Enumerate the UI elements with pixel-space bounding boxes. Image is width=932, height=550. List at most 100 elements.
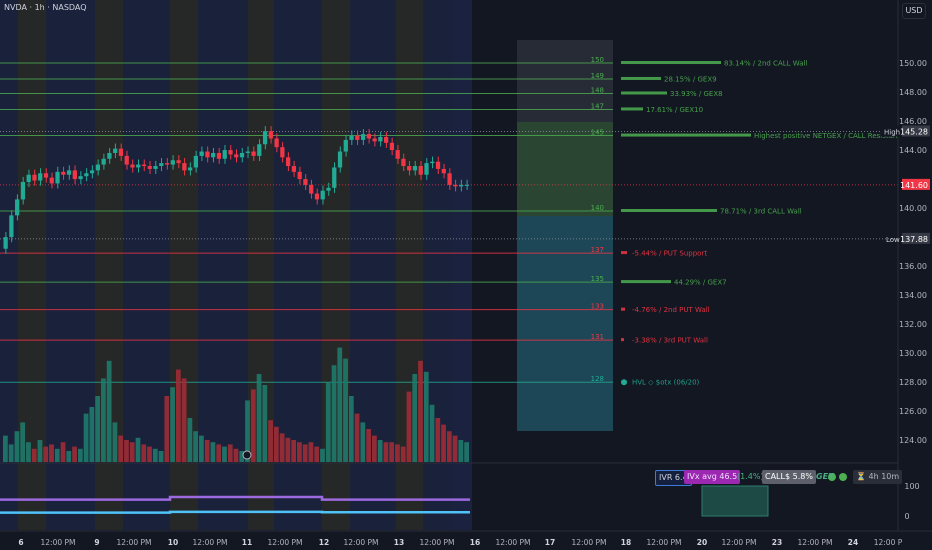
volume-bar bbox=[452, 435, 458, 462]
candle-body bbox=[435, 161, 441, 169]
candle-body bbox=[453, 184, 458, 187]
volume-bar bbox=[83, 413, 89, 462]
gex-level-strike: 145 bbox=[591, 129, 604, 137]
volume-bar bbox=[187, 418, 193, 462]
volume-bar bbox=[279, 433, 285, 462]
volume-bar bbox=[464, 442, 469, 462]
volume-bar bbox=[423, 371, 429, 462]
volume-bar bbox=[256, 374, 262, 462]
volume-bar bbox=[112, 422, 118, 462]
currency-button[interactable]: USD bbox=[902, 3, 926, 19]
volume-bar bbox=[210, 442, 216, 462]
volume-bar bbox=[72, 446, 77, 462]
volume-bar bbox=[158, 451, 164, 462]
gex-zone-put bbox=[517, 216, 613, 431]
volume-bar bbox=[54, 448, 60, 462]
volume-bar bbox=[31, 448, 37, 462]
candle-body bbox=[274, 138, 279, 148]
time-tick: 12:00 PM bbox=[344, 538, 379, 547]
price-tick: 134.00 bbox=[899, 291, 927, 300]
time-tick: 6 bbox=[18, 538, 23, 547]
candle-body bbox=[297, 171, 302, 180]
time-tick: 12:00 PM bbox=[268, 538, 303, 547]
gex-level-bar bbox=[621, 133, 751, 137]
volume-bar bbox=[199, 435, 204, 462]
time-tick: 12:00 PM bbox=[722, 538, 757, 547]
candle-body bbox=[441, 168, 446, 174]
session-band bbox=[46, 0, 75, 530]
time-tick: 24 bbox=[848, 538, 858, 547]
candle-body bbox=[182, 163, 187, 171]
high-value-bg bbox=[902, 125, 930, 137]
volume-bar bbox=[233, 448, 239, 462]
gex-level-label: -5.44% / PUT Support bbox=[632, 250, 707, 258]
last-price-value: 141.60 bbox=[900, 181, 928, 190]
gex-level-label: 28.15% / GEX9 bbox=[664, 75, 717, 83]
candle-body bbox=[309, 184, 314, 194]
volume-bar bbox=[227, 444, 233, 462]
volume-bar bbox=[101, 378, 106, 462]
candle-body bbox=[401, 158, 406, 167]
low-tag-label: Low bbox=[886, 236, 900, 244]
price-tick: 124.00 bbox=[899, 436, 927, 445]
gex-level-label: 44.29% / GEX7 bbox=[674, 279, 727, 287]
candle-body bbox=[389, 142, 395, 151]
volume-bar bbox=[95, 396, 101, 462]
gex-level-label: Highest positive NETGEX / CALL Resistanc… bbox=[754, 132, 929, 140]
dividend-marker bbox=[242, 450, 252, 460]
price-tick: 128.00 bbox=[899, 378, 927, 387]
time-tick: 12:00 PM bbox=[41, 538, 76, 547]
price-tick: 130.00 bbox=[899, 349, 927, 358]
candle-body bbox=[55, 171, 60, 184]
time-tick: 17 bbox=[545, 538, 555, 547]
price-tick: 150.00 bbox=[899, 59, 927, 68]
volume-bar bbox=[222, 446, 227, 462]
volume-bar bbox=[291, 440, 297, 462]
volume-bar bbox=[77, 448, 83, 462]
candle-body bbox=[251, 151, 256, 156]
volume-bar bbox=[20, 422, 26, 462]
volume-bar bbox=[245, 400, 250, 462]
volume-bar bbox=[360, 422, 366, 462]
candle-body bbox=[164, 163, 170, 165]
time-tick: 13 bbox=[394, 538, 404, 547]
gex-level-label: 17.61% / GEX10 bbox=[646, 106, 703, 114]
candle-body bbox=[378, 137, 383, 142]
volume-bar bbox=[239, 451, 245, 462]
candle-body bbox=[205, 151, 210, 158]
gex-level-strike: 149 bbox=[591, 72, 604, 80]
countdown-timer: ⏳ 4h 10m bbox=[853, 470, 903, 484]
volume-bar bbox=[429, 404, 435, 462]
candle-body bbox=[286, 157, 291, 167]
volume-bar bbox=[331, 365, 337, 462]
indicator-line bbox=[0, 510, 470, 514]
gex-level-strike: 131 bbox=[591, 333, 604, 341]
volume-bar bbox=[412, 374, 418, 462]
candle-body bbox=[84, 173, 89, 177]
candle-body bbox=[72, 170, 77, 180]
time-tick: 12:00 P bbox=[874, 538, 903, 547]
volume-bar bbox=[308, 442, 314, 462]
candle-body bbox=[291, 166, 297, 172]
candle-body bbox=[43, 173, 49, 178]
ivx-change: (1.4%) bbox=[737, 472, 764, 481]
gex-dot-icon bbox=[839, 473, 847, 481]
volume-bar bbox=[389, 442, 395, 462]
volume-bar bbox=[320, 448, 325, 462]
candle-body bbox=[193, 155, 199, 168]
candle-body bbox=[26, 174, 31, 182]
candle-body bbox=[234, 154, 239, 158]
candle-body bbox=[113, 148, 118, 153]
candle-body bbox=[228, 150, 233, 155]
volume-bar bbox=[441, 424, 446, 462]
gex-level-bar bbox=[621, 307, 625, 311]
candle-body bbox=[326, 187, 331, 191]
volume-bar bbox=[268, 420, 273, 462]
candle-body bbox=[107, 152, 112, 159]
candle-body bbox=[412, 166, 418, 171]
volume-bar bbox=[3, 435, 8, 462]
time-tick: 18 bbox=[621, 538, 631, 547]
gex-level-strike: 135 bbox=[591, 275, 604, 283]
candle-body bbox=[464, 184, 469, 186]
